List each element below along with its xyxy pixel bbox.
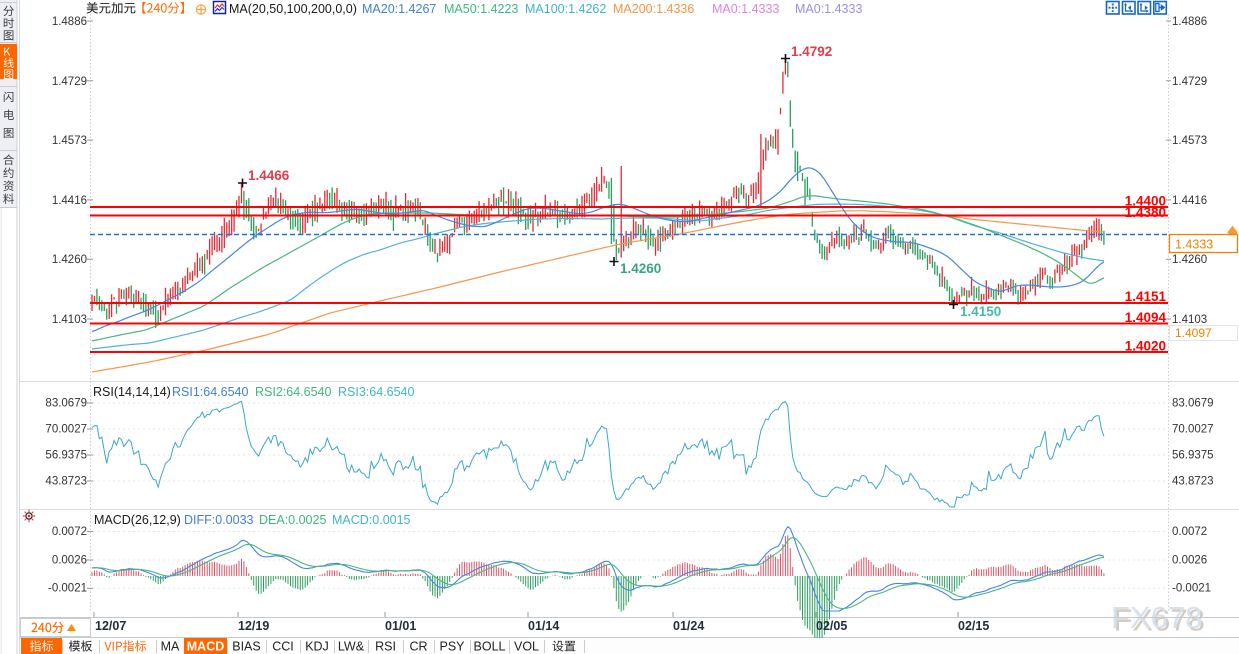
svg-text:VOL: VOL	[514, 640, 539, 654]
svg-text:1.4792: 1.4792	[791, 44, 832, 59]
svg-text:RSI: RSI	[375, 640, 396, 654]
svg-text:02/15: 02/15	[958, 619, 989, 633]
svg-text:DEA:0.0025: DEA:0.0025	[259, 513, 326, 527]
svg-text:RSI(14,14,14): RSI(14,14,14)	[93, 385, 171, 399]
svg-text:43.8723: 43.8723	[1172, 476, 1214, 488]
svg-text:12/07: 12/07	[95, 619, 126, 633]
svg-text:70.0027: 70.0027	[1172, 424, 1214, 436]
svg-text:1.4097: 1.4097	[1175, 326, 1212, 340]
svg-text:1.4729: 1.4729	[52, 76, 87, 88]
svg-text:LW&: LW&	[338, 640, 365, 654]
svg-text:0.0026: 0.0026	[1172, 555, 1207, 567]
svg-text:MACD(26,12,9): MACD(26,12,9)	[94, 513, 181, 527]
svg-text:43.8723: 43.8723	[45, 476, 87, 488]
svg-text:1.4400: 1.4400	[1125, 194, 1166, 209]
svg-text:MA: MA	[161, 640, 180, 654]
svg-text:1.4380: 1.4380	[1125, 205, 1166, 220]
svg-text:CCI: CCI	[272, 640, 294, 654]
svg-text:1.4416: 1.4416	[52, 195, 87, 207]
svg-text:MA20:1.4267: MA20:1.4267	[362, 2, 436, 16]
svg-text:1.4333: 1.4333	[1175, 238, 1213, 252]
svg-text:1.4886: 1.4886	[1172, 16, 1207, 28]
svg-text:1.4260: 1.4260	[620, 261, 661, 276]
svg-text:12/19: 12/19	[238, 619, 269, 633]
svg-text:MA(20,50,100,200,0,0): MA(20,50,100,200,0,0)	[229, 2, 357, 16]
svg-text:MA200:1.4336: MA200:1.4336	[613, 2, 694, 16]
svg-text:BIAS: BIAS	[232, 640, 261, 654]
svg-text:MA0:1.4333: MA0:1.4333	[795, 2, 862, 16]
svg-text:1.4573: 1.4573	[1172, 135, 1207, 147]
svg-text:1.4416: 1.4416	[1172, 195, 1207, 207]
svg-text:BOLL: BOLL	[474, 640, 506, 654]
svg-text:-0.0021: -0.0021	[48, 583, 87, 595]
svg-text:PSY: PSY	[439, 640, 465, 654]
svg-text:1.4094: 1.4094	[1125, 310, 1167, 325]
svg-text:RSI3:64.6540: RSI3:64.6540	[338, 385, 414, 399]
svg-text:1.4573: 1.4573	[52, 135, 87, 147]
svg-text:02/05: 02/05	[816, 619, 847, 633]
svg-text:1.4260: 1.4260	[1172, 254, 1207, 266]
svg-text:1.4020: 1.4020	[1125, 339, 1166, 354]
svg-text:RSI2:64.6540: RSI2:64.6540	[255, 385, 331, 399]
svg-text:56.9375: 56.9375	[45, 450, 87, 462]
svg-text:MA100:1.4262: MA100:1.4262	[525, 2, 606, 16]
svg-text:83.0679: 83.0679	[45, 398, 87, 410]
svg-text:-0.0021: -0.0021	[1172, 583, 1211, 595]
svg-text:MACD: MACD	[187, 640, 225, 654]
svg-text:1.4886: 1.4886	[52, 16, 87, 28]
svg-text:0.0072: 0.0072	[1172, 526, 1207, 538]
svg-text:83.0679: 83.0679	[1172, 398, 1214, 410]
svg-text:MA50:1.4223: MA50:1.4223	[444, 2, 518, 16]
svg-text:1.4466: 1.4466	[248, 168, 290, 183]
svg-text:01/24: 01/24	[673, 619, 704, 633]
svg-text:1.4103: 1.4103	[1172, 314, 1207, 326]
svg-text:01/01: 01/01	[385, 619, 416, 633]
svg-text:CR: CR	[409, 640, 427, 654]
svg-text:RSI1:64.6540: RSI1:64.6540	[172, 385, 248, 399]
svg-text:1.4151: 1.4151	[1125, 289, 1167, 304]
svg-text:MACD:0.0015: MACD:0.0015	[332, 513, 411, 527]
svg-text:1.4260: 1.4260	[52, 254, 87, 266]
svg-text:56.9375: 56.9375	[1172, 450, 1214, 462]
svg-text:FX678: FX678	[1114, 603, 1205, 638]
svg-text:0.0026: 0.0026	[52, 555, 87, 567]
svg-text:1.4103: 1.4103	[52, 314, 87, 326]
svg-text:1.4729: 1.4729	[1172, 76, 1207, 88]
svg-text:KDJ: KDJ	[305, 640, 329, 654]
svg-text:1.4150: 1.4150	[960, 304, 1001, 319]
svg-text:0.0072: 0.0072	[52, 526, 87, 538]
svg-text:DIFF:0.0033: DIFF:0.0033	[184, 513, 254, 527]
svg-text:70.0027: 70.0027	[45, 424, 87, 436]
svg-text:MA0:1.4333: MA0:1.4333	[712, 2, 779, 16]
svg-text:01/14: 01/14	[528, 619, 559, 633]
